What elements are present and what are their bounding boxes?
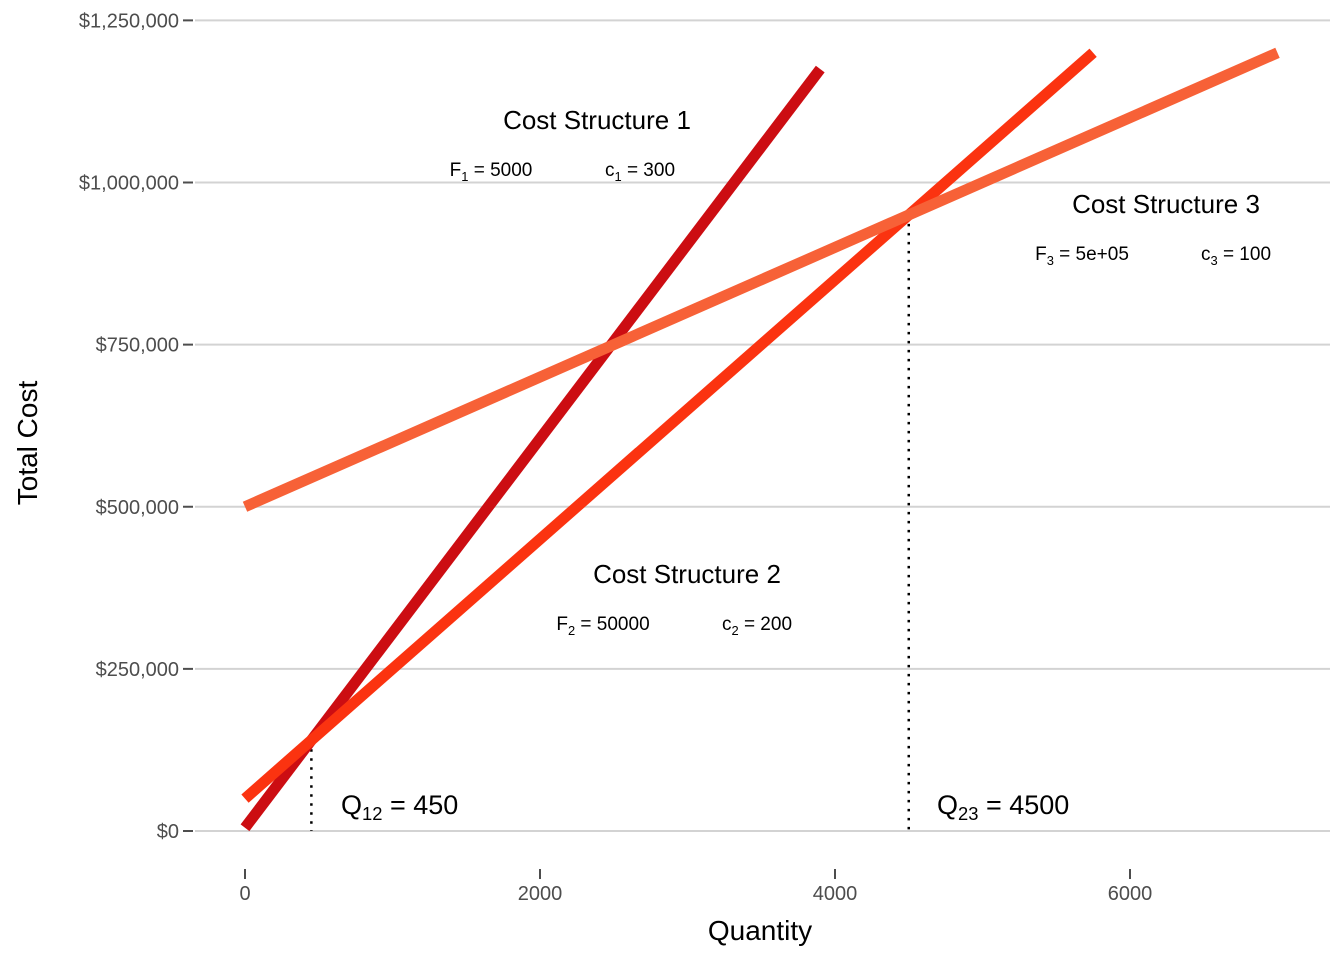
y-tick-label-1: $250,000: [96, 659, 179, 681]
cs1-fixed-cost: F1 = 5000: [450, 160, 533, 184]
x-axis-title: Quantity: [708, 915, 812, 946]
x-tick-label-1: 2000: [518, 883, 563, 905]
cs3-title: Cost Structure 3: [1072, 189, 1260, 219]
crossover-lines: [310, 214, 910, 831]
series-line-cost-structure-1: [240, 65, 825, 832]
annotation-cost-structure-3: Cost Structure 3 F3 = 5e+05 c3 = 100: [1035, 189, 1271, 268]
annotation-cost-structure-1: Cost Structure 1 F1 = 5000 c1 = 300: [450, 105, 691, 184]
cs1-unit-cost: c1 = 300: [605, 160, 675, 184]
cs2-unit-cost: c2 = 200: [722, 614, 792, 638]
y-tick-label-3: $750,000: [96, 335, 179, 357]
series-lines: [240, 47, 1280, 832]
crossover-label-q23: Q23 = 4500: [937, 790, 1069, 824]
y-axis-title: Total Cost: [12, 381, 43, 506]
axis-ticks: $0 $250,000 $500,000 $750,000 $1,000,000 $1,2…: [79, 10, 1152, 905]
gridlines: [195, 19, 1330, 832]
y-tick-label-5: $1,250,000: [79, 10, 179, 32]
series-line-cost-structure-3: [242, 47, 1280, 512]
cs2-title: Cost Structure 2: [593, 559, 781, 589]
x-tick-label-3: 6000: [1108, 883, 1153, 905]
annotation-cost-structure-2: Cost Structure 2 F2 = 50000 c2 = 200: [556, 559, 792, 638]
x-tick-label-0: 0: [239, 883, 250, 905]
y-tick-label-2: $500,000: [96, 497, 179, 519]
crossover-label-q12: Q12 = 450: [341, 790, 458, 824]
y-tick-label-4: $1,000,000: [79, 173, 179, 195]
cs2-fixed-cost: F2 = 50000: [556, 614, 649, 638]
y-tick-label-0: $0: [157, 821, 179, 843]
x-tick-label-2: 4000: [813, 883, 858, 905]
series-line-cost-structure-2: [241, 48, 1097, 803]
cs3-fixed-cost: F3 = 5e+05: [1035, 244, 1129, 268]
cs3-unit-cost: c3 = 100: [1201, 244, 1271, 268]
cs1-title: Cost Structure 1: [503, 105, 691, 135]
